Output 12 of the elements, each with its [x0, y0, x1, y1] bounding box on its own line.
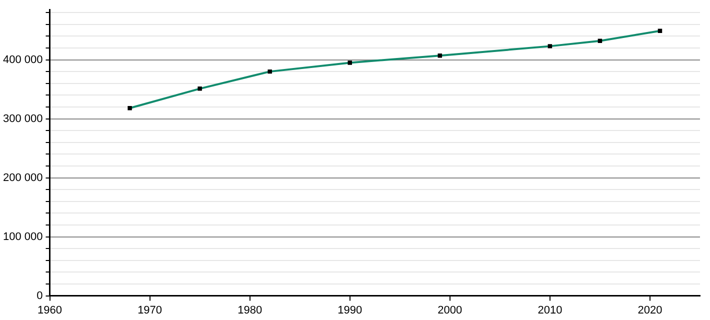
- x-tick-label: 1980: [238, 304, 262, 316]
- x-tick-label: 1990: [338, 304, 362, 316]
- x-tick-label: 1960: [38, 304, 62, 316]
- y-tick-label: 400 000: [2, 54, 43, 66]
- x-tick-label: 2000: [438, 304, 462, 316]
- y-tick-label: 200 000: [2, 172, 43, 184]
- y-tick-label: 300 000: [2, 112, 43, 125]
- x-tick-label: 2010: [538, 304, 562, 316]
- y-tick-label: 0: [36, 290, 43, 302]
- x-tick-label: 2020: [638, 304, 662, 316]
- x-tick-label: 1970: [138, 304, 162, 316]
- y-tick-label: 100 000: [2, 230, 43, 243]
